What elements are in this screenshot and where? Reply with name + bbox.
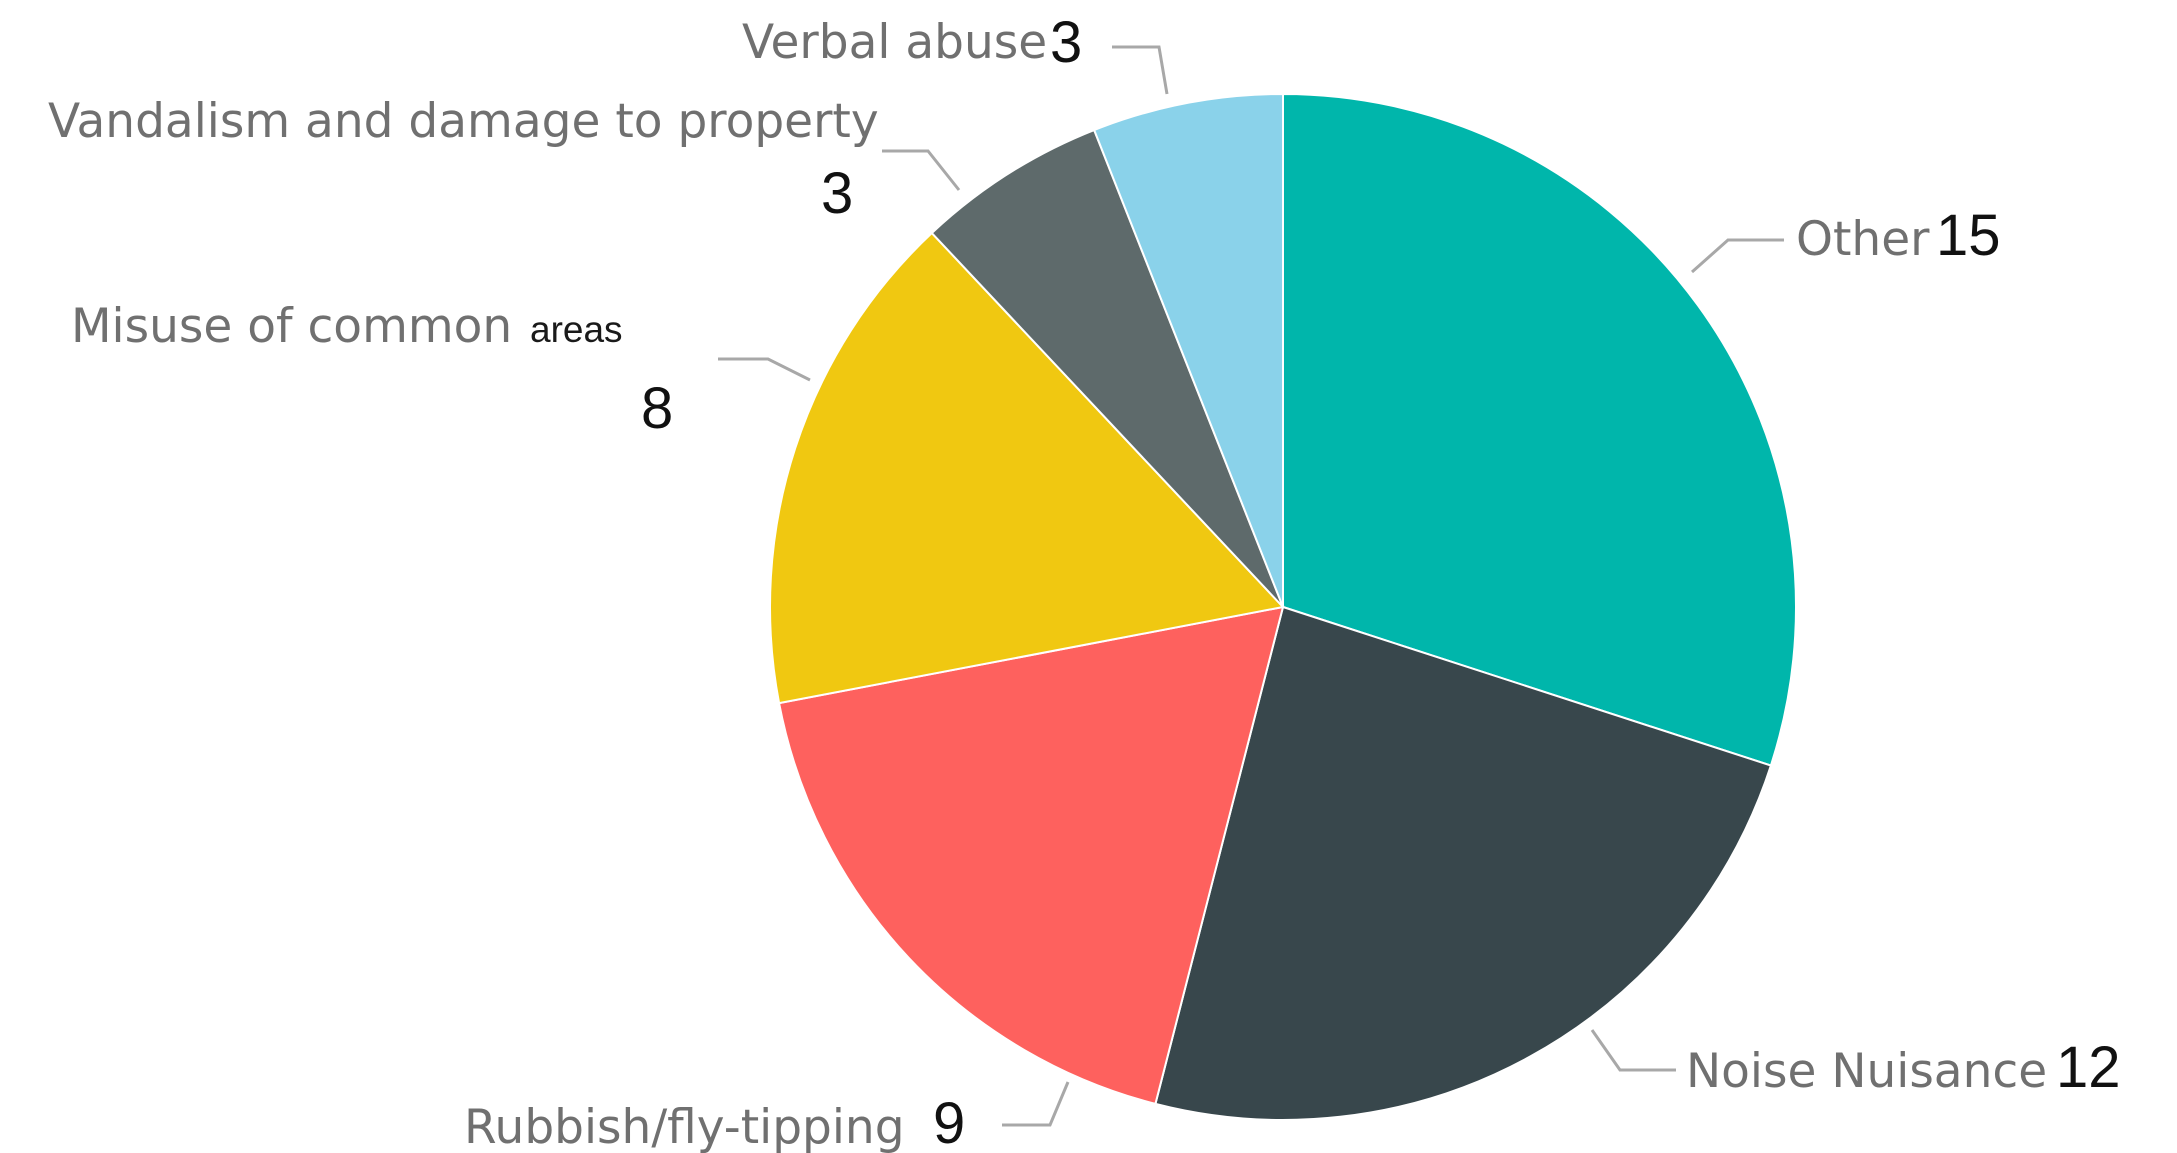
label-misuse-of-common-areas-tail: areas [530, 309, 623, 350]
value-other: 15 [1936, 203, 2001, 268]
label-rubbish-fly-tipping: Rubbish/fly-tipping [464, 1100, 905, 1153]
label-vandalism-and-damage: Vandalism and damage to property [48, 94, 879, 149]
label-verbal-abuse: Verbal abuse [742, 15, 1047, 70]
leader-noise-nuisance [1590, 1029, 1676, 1072]
leader-rubbish-fly-tipping [1002, 1081, 1070, 1127]
pie-slice-rubbish-fly-tipping [777, 605, 1285, 1106]
label-misuse-of-common-areas: Misuse of common [71, 299, 512, 354]
pie-slice-misuse-of-common [769, 231, 1285, 705]
value-vandalism-and-damage: 3 [821, 161, 853, 226]
pie-slice-noise-nuisance [1154, 605, 1773, 1121]
value-verbal-abuse: 3 [1050, 10, 1082, 75]
value-misuse-of-common-areas: 8 [641, 376, 673, 441]
label-noise-nuisance: Noise Nuisance [1686, 1044, 2047, 1099]
leader-vandalism-and-damage [882, 149, 961, 191]
pie-slice-other [1282, 92, 1797, 767]
leader-lines [718, 45, 1784, 1127]
pie-slices [769, 92, 1797, 1121]
value-rubbish-fly-tipping: 9 [933, 1091, 965, 1153]
pie-slice-vandalism-and-damage-to-property [930, 128, 1284, 608]
value-noise-nuisance: 12 [2056, 1035, 2121, 1100]
leader-misuse-of-common-areas [718, 357, 811, 382]
leader-verbal-abuse [1112, 45, 1169, 95]
label-other: Other [1796, 212, 1930, 267]
leader-other [1691, 238, 1784, 274]
pie-slice-verbal-abuse [1092, 92, 1284, 608]
